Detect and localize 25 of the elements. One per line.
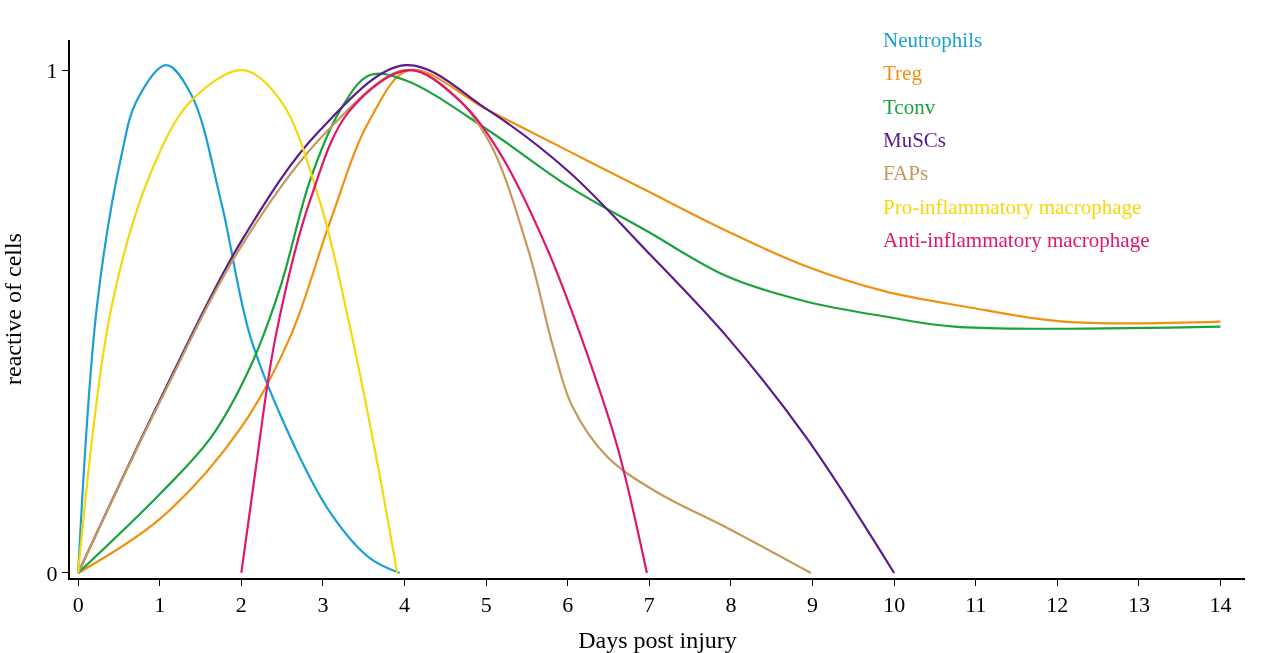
x-tick-label: 4: [399, 592, 411, 618]
x-tick-label: 2: [235, 592, 247, 618]
x-tick-label: 0: [72, 592, 84, 618]
text: Treg: [883, 61, 923, 85]
line-series: [240, 69, 648, 575]
text: Pro-inflammatory macrophage: [883, 195, 1142, 219]
x-tick-label: 6: [562, 592, 574, 618]
text: Anti-inflammatory macrophage: [883, 228, 1150, 252]
text: FAPs: [883, 161, 929, 185]
x-tick-label: 3: [317, 592, 329, 618]
x-tick-label: 8: [725, 592, 737, 618]
x-axis-title: Days post injury: [578, 627, 737, 653]
x-tick-label: 5: [480, 592, 492, 618]
x-tick-label: 13: [1127, 592, 1150, 618]
x-tick-label: 14: [1209, 592, 1232, 618]
y-axis-title: reactive of cells: [0, 233, 26, 385]
x-tick-label: 1: [154, 592, 166, 618]
text: Tconv: [883, 95, 936, 119]
x-tick-label: 9: [807, 592, 819, 618]
x-tick-label: 7: [643, 592, 655, 618]
text: MuSCs: [883, 128, 947, 152]
x-tick-label: 11: [965, 592, 987, 618]
x-tick-label: 12: [1046, 592, 1069, 618]
text: Neutrophils: [883, 28, 983, 52]
x-tick-label: 10: [883, 592, 906, 618]
